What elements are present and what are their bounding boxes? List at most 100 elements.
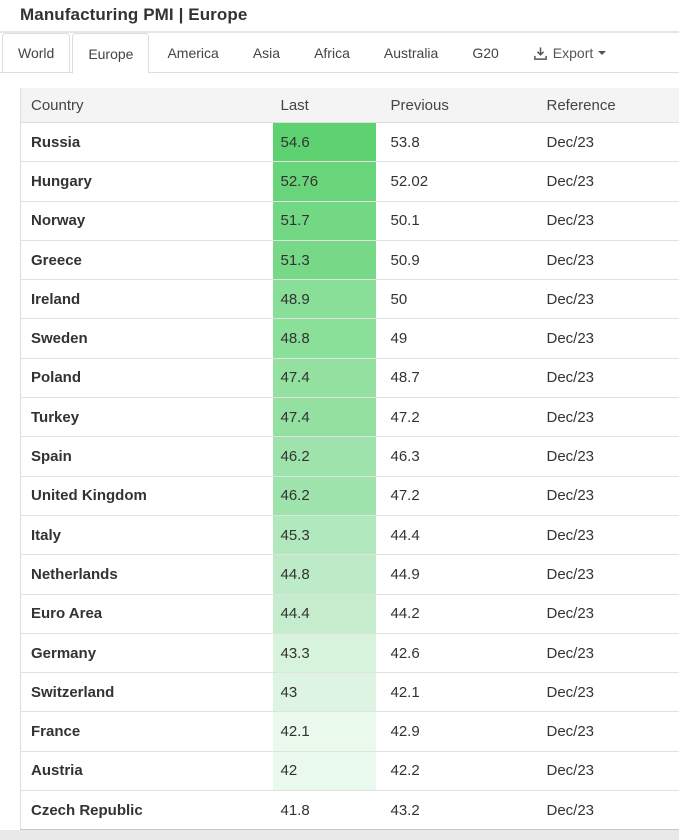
country-cell: Spain <box>21 437 273 476</box>
previous-value-cell: 44.2 <box>376 594 532 633</box>
country-link[interactable]: Netherlands <box>31 566 118 583</box>
previous-value-cell: 44.4 <box>376 515 532 554</box>
last-value-cell: 44.8 <box>273 555 376 594</box>
country-cell: United Kingdom <box>21 476 273 515</box>
last-value-cell: 43 <box>273 673 376 712</box>
country-cell: Russia <box>21 123 273 162</box>
country-link[interactable]: Czech Republic <box>31 802 143 819</box>
country-cell: Turkey <box>21 398 273 437</box>
country-link[interactable]: France <box>31 723 80 740</box>
export-label: Export <box>553 45 593 61</box>
country-link[interactable]: Austria <box>31 762 83 779</box>
country-cell: Austria <box>21 751 273 790</box>
tab-australia[interactable]: Australia <box>368 33 454 73</box>
country-link[interactable]: Spain <box>31 448 72 465</box>
previous-value-cell: 53.8 <box>376 123 532 162</box>
tab-g20[interactable]: G20 <box>456 33 514 73</box>
country-link[interactable]: Greece <box>31 252 82 269</box>
reference-cell: Dec/23 <box>532 240 679 279</box>
country-link[interactable]: Euro Area <box>31 605 102 622</box>
previous-value-cell: 43.2 <box>376 791 532 830</box>
country-cell: Norway <box>21 201 273 240</box>
country-link[interactable]: United Kingdom <box>31 487 147 504</box>
reference-cell: Dec/23 <box>532 751 679 790</box>
reference-cell: Dec/23 <box>532 673 679 712</box>
previous-value-cell: 50.1 <box>376 201 532 240</box>
country-link[interactable]: Sweden <box>31 330 88 347</box>
reference-cell: Dec/23 <box>532 476 679 515</box>
previous-value-cell: 44.9 <box>376 555 532 594</box>
tab-world[interactable]: World <box>2 33 70 73</box>
previous-value-cell: 50.9 <box>376 240 532 279</box>
reference-cell: Dec/23 <box>532 712 679 751</box>
previous-value-cell: 47.2 <box>376 476 532 515</box>
last-value-cell: 45.3 <box>273 515 376 554</box>
country-cell: Poland <box>21 358 273 397</box>
country-link[interactable]: Italy <box>31 527 61 544</box>
country-link[interactable]: Norway <box>31 212 85 229</box>
tab-europe[interactable]: Europe <box>72 33 149 74</box>
last-value-cell: 42.1 <box>273 712 376 751</box>
previous-value-cell: 42.1 <box>376 673 532 712</box>
country-cell: Ireland <box>21 280 273 319</box>
country-cell: Switzerland <box>21 673 273 712</box>
country-cell: Italy <box>21 515 273 554</box>
column-header-last: Last <box>273 88 376 123</box>
reference-cell: Dec/23 <box>532 280 679 319</box>
page-title: Manufacturing PMI | Europe <box>20 5 679 25</box>
last-value-cell: 42 <box>273 751 376 790</box>
last-value-cell: 54.6 <box>273 123 376 162</box>
tab-america[interactable]: America <box>151 33 234 73</box>
country-link[interactable]: Hungary <box>31 173 92 190</box>
previous-value-cell: 52.02 <box>376 162 532 201</box>
reference-cell: Dec/23 <box>532 398 679 437</box>
reference-cell: Dec/23 <box>532 162 679 201</box>
country-cell: Greece <box>21 240 273 279</box>
previous-value-cell: 48.7 <box>376 358 532 397</box>
last-value-cell: 48.8 <box>273 319 376 358</box>
last-value-cell: 51.7 <box>273 201 376 240</box>
country-link[interactable]: Turkey <box>31 409 79 426</box>
previous-value-cell: 47.2 <box>376 398 532 437</box>
section-divider <box>0 830 679 840</box>
country-link[interactable]: Poland <box>31 369 81 386</box>
export-button[interactable]: Export <box>527 33 612 73</box>
download-icon <box>533 46 548 61</box>
tab-africa[interactable]: Africa <box>298 33 366 73</box>
last-value-cell: 51.3 <box>273 240 376 279</box>
country-cell: Germany <box>21 633 273 672</box>
reference-cell: Dec/23 <box>532 201 679 240</box>
caret-down-icon <box>598 51 606 55</box>
column-header-previous: Previous <box>376 88 532 123</box>
previous-value-cell: 42.9 <box>376 712 532 751</box>
country-link[interactable]: Switzerland <box>31 684 114 701</box>
country-cell: Czech Republic <box>21 791 273 830</box>
last-value-cell: 47.4 <box>273 358 376 397</box>
last-value-cell: 43.3 <box>273 633 376 672</box>
reference-cell: Dec/23 <box>532 123 679 162</box>
last-value-cell: 44.4 <box>273 594 376 633</box>
previous-value-cell: 42.6 <box>376 633 532 672</box>
country-link[interactable]: Russia <box>31 134 80 151</box>
tab-asia[interactable]: Asia <box>237 33 296 73</box>
country-link[interactable]: Germany <box>31 645 96 662</box>
country-link[interactable]: Ireland <box>31 291 80 308</box>
title-bar: Manufacturing PMI | Europe <box>0 0 679 33</box>
